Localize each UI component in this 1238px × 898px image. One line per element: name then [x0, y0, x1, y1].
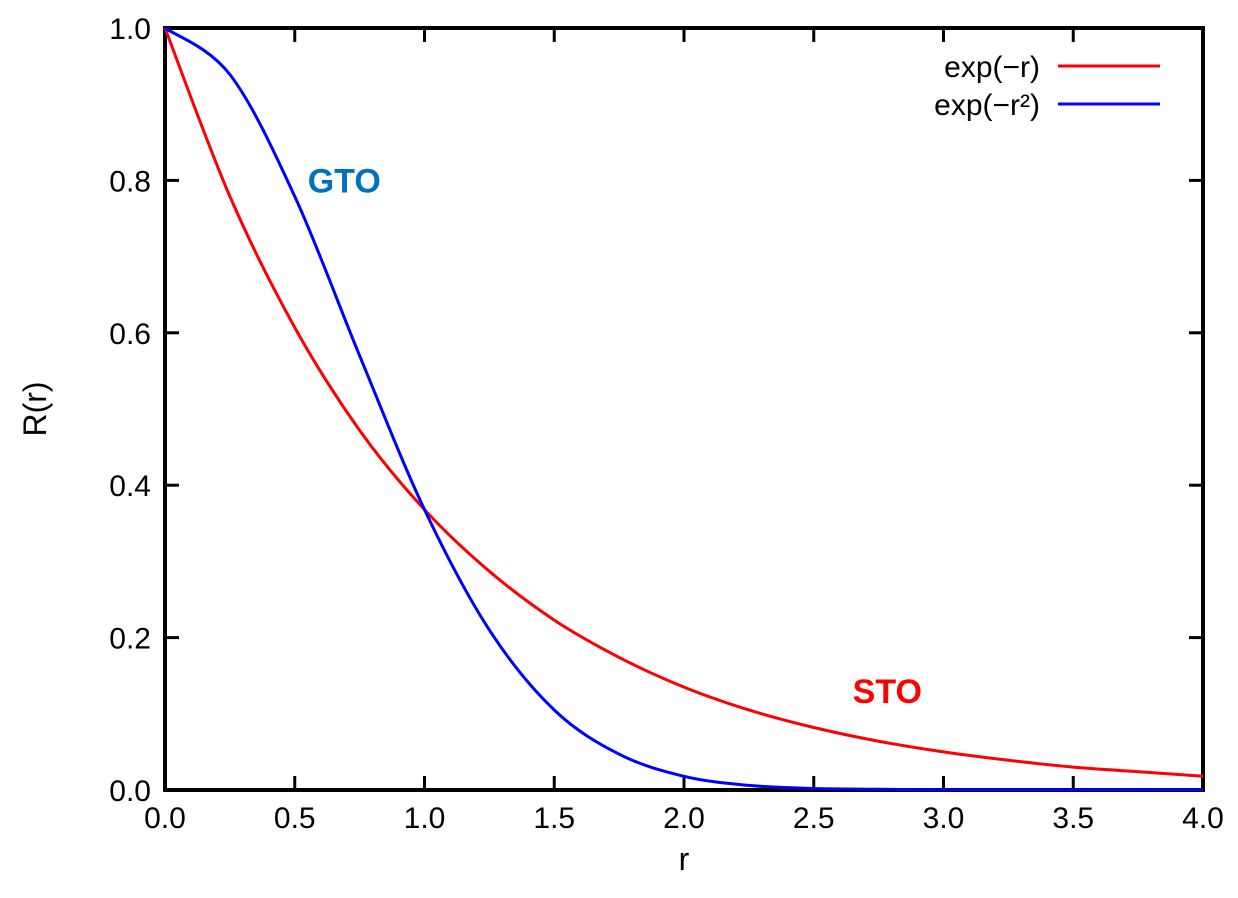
y-axis-title: R(r) — [17, 381, 53, 436]
x-tick-label: 0.0 — [144, 802, 186, 835]
plot-border — [163, 26, 1205, 792]
y-tick-label: 0.2 — [109, 623, 151, 656]
x-tick-label: 4.0 — [1182, 802, 1224, 835]
x-tick-label: 3.0 — [923, 802, 965, 835]
legend: exp(−r) exp(−r²) — [934, 51, 1160, 122]
x-tick-labels: 0.0 0.5 1.0 1.5 2.0 2.5 3.0 3.5 4.0 — [144, 802, 1224, 835]
y-tick-labels: 0.0 0.2 0.4 0.6 0.8 1.0 — [109, 13, 151, 808]
y-tick-label: 0.6 — [109, 318, 151, 351]
y-tick-label: 0.0 — [109, 775, 151, 808]
y-tick-label: 0.4 — [109, 470, 151, 503]
series-lines — [163, 26, 1204, 792]
legend-label: exp(−r²) — [934, 89, 1040, 122]
x-tick-label: 0.5 — [274, 802, 316, 835]
x-tick-label: 3.5 — [1052, 802, 1094, 835]
x-tick-label: 1.5 — [533, 802, 575, 835]
y-tick-label: 0.8 — [109, 165, 151, 198]
series-line-1 — [164, 26, 1203, 792]
annotation-sto: STO — [853, 673, 922, 711]
annotations: GTO STO — [308, 162, 922, 711]
legend-label: exp(−r) — [944, 51, 1040, 84]
x-tick-label: 2.5 — [793, 802, 835, 835]
annotation-gto: GTO — [308, 162, 381, 200]
plot-frame — [163, 26, 1205, 792]
x-tick-label: 1.0 — [404, 802, 446, 835]
x-axis-title: r — [679, 841, 690, 877]
series-line-0 — [163, 27, 1204, 778]
y-tick-label: 1.0 — [109, 13, 151, 46]
x-tick-label: 2.0 — [663, 802, 705, 835]
